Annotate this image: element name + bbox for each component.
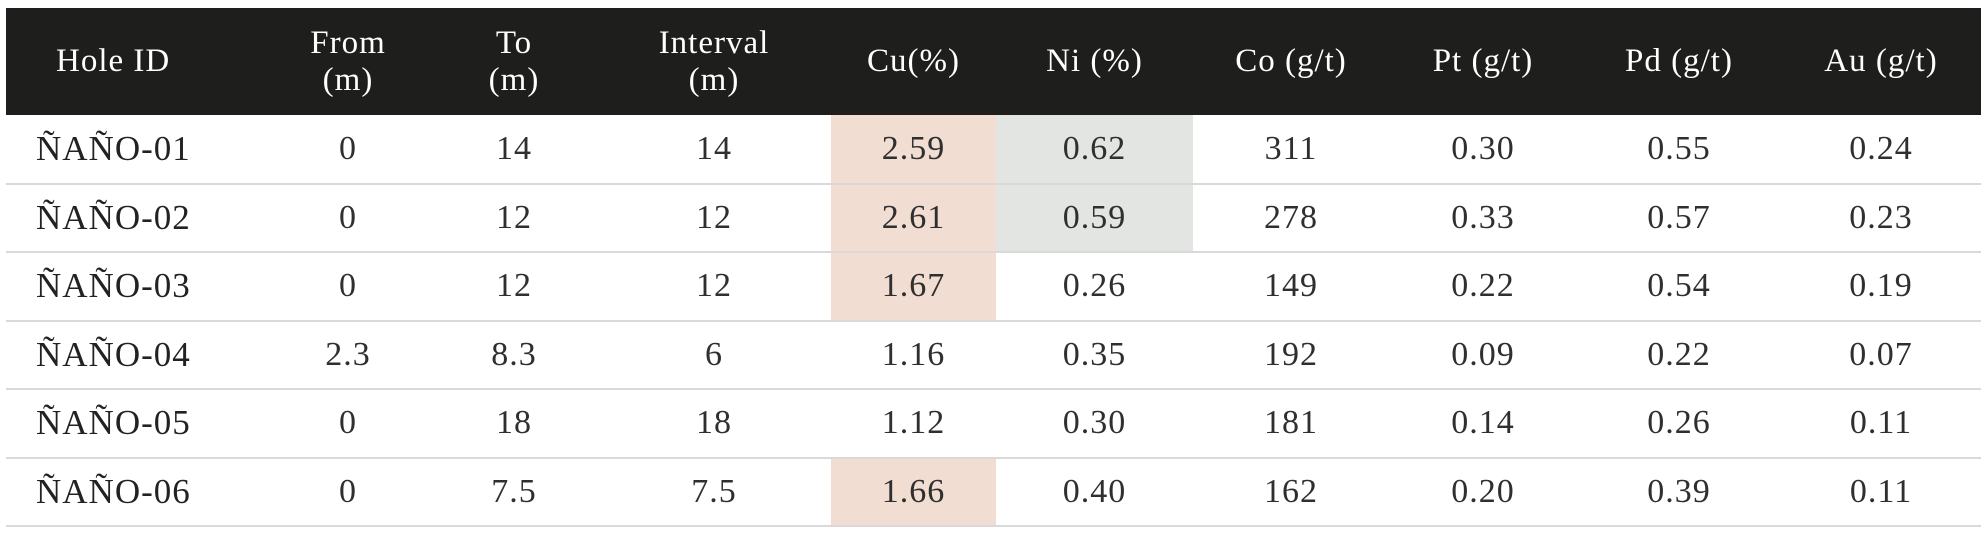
column-header-interval: Interval (m) xyxy=(597,8,831,115)
column-header-pt: Pt (g/t) xyxy=(1389,8,1577,115)
cell-pt: 0.33 xyxy=(1451,198,1515,236)
table-row: ÑAÑO-04 2.3 8.3 6 1.16 0.35 192 0.09 0.22 0.07 xyxy=(6,321,1981,389)
cell-ni: 0.40 xyxy=(1062,472,1127,510)
cell-co: 149 xyxy=(1264,267,1318,305)
cell-interval: 6 xyxy=(705,335,723,373)
cell-co: 162 xyxy=(1264,472,1318,510)
column-header-label: Co (g/t) xyxy=(1235,43,1347,79)
column-header-hole-id: Hole ID xyxy=(6,8,265,115)
cell-hole-id: ÑAÑO-01 xyxy=(36,128,191,168)
cell-cu: 2.59 xyxy=(831,115,996,184)
cell-interval: 7.5 xyxy=(691,472,737,510)
cell-hole-id: ÑAÑO-04 xyxy=(36,334,191,374)
assay-results-table-container: Hole ID From (m) To (m) Interval (m) Cu(%) Ni (%… xyxy=(6,8,1981,527)
cell-cu: 1.67 xyxy=(831,252,996,321)
cell-to: 14 xyxy=(496,129,532,167)
column-header-label: (m) xyxy=(322,61,374,98)
cell-ni: 0.59 xyxy=(996,183,1193,252)
cell-to: 18 xyxy=(496,404,532,442)
cell-pt: 0.30 xyxy=(1451,129,1515,167)
cell-co: 192 xyxy=(1264,335,1318,373)
cell-co: 278 xyxy=(1264,198,1318,236)
table-body: ÑAÑO-01 0 14 14 2.59 0.62 311 0.30 0.55 0.24 ÑAÑO-… xyxy=(6,115,1981,526)
cell-ni: 0.62 xyxy=(996,115,1193,184)
cell-au: 0.11 xyxy=(1849,404,1913,442)
cell-au: 0.07 xyxy=(1849,335,1913,373)
cell-interval: 18 xyxy=(696,404,732,442)
column-header-label: Cu(%) xyxy=(867,43,960,79)
table-row: ÑAÑO-01 0 14 14 2.59 0.62 311 0.30 0.55 0.24 xyxy=(6,115,1981,184)
cell-pt: 0.22 xyxy=(1451,267,1515,305)
cell-au: 0.11 xyxy=(1849,472,1913,510)
cell-pd: 0.26 xyxy=(1647,404,1711,442)
cell-from: 2.3 xyxy=(325,335,371,373)
cell-cu: 2.61 xyxy=(831,183,996,252)
table-header-row: Hole ID From (m) To (m) Interval (m) Cu(%) Ni (%… xyxy=(6,8,1981,115)
assay-results-table: Hole ID From (m) To (m) Interval (m) Cu(%) Ni (%… xyxy=(6,8,1981,527)
cell-ni: 0.35 xyxy=(1062,335,1127,373)
cell-cu: 1.12 xyxy=(881,404,946,442)
cell-pd: 0.54 xyxy=(1647,267,1711,305)
table-row: ÑAÑO-06 0 7.5 7.5 1.66 0.40 162 0.20 0.39 0.11 xyxy=(6,457,1981,526)
column-header-label: Au (g/t) xyxy=(1824,43,1938,79)
column-header-to: To (m) xyxy=(431,8,597,115)
cell-from: 0 xyxy=(339,404,357,442)
cell-to: 12 xyxy=(496,198,532,236)
column-header-label: To xyxy=(495,24,533,61)
cell-to: 8.3 xyxy=(491,335,537,373)
table-row: ÑAÑO-03 0 12 12 1.67 0.26 149 0.22 0.54 0.19 xyxy=(6,252,1981,321)
cell-au: 0.24 xyxy=(1849,129,1913,167)
cell-from: 0 xyxy=(339,198,357,236)
cell-ni: 0.30 xyxy=(1062,404,1127,442)
cell-au: 0.23 xyxy=(1849,198,1913,236)
cell-co: 181 xyxy=(1264,404,1318,442)
cell-to: 12 xyxy=(496,267,532,305)
column-header-from: From (m) xyxy=(265,8,431,115)
cell-cu: 1.16 xyxy=(881,335,946,373)
column-header-label: Ni (%) xyxy=(1046,43,1143,79)
column-header-au: Au (g/t) xyxy=(1781,8,1981,115)
cell-co: 311 xyxy=(1264,129,1318,167)
cell-from: 0 xyxy=(339,267,357,305)
column-header-label: From xyxy=(310,24,386,61)
cell-interval: 14 xyxy=(696,129,732,167)
column-header-label: Hole ID xyxy=(56,43,171,79)
cell-pd: 0.55 xyxy=(1647,129,1711,167)
cell-pd: 0.39 xyxy=(1647,472,1711,510)
cell-to: 7.5 xyxy=(491,472,537,510)
cell-hole-id: ÑAÑO-06 xyxy=(36,471,191,511)
column-header-co: Co (g/t) xyxy=(1193,8,1389,115)
cell-interval: 12 xyxy=(696,198,732,236)
cell-pd: 0.22 xyxy=(1647,335,1711,373)
cell-pt: 0.14 xyxy=(1451,404,1515,442)
cell-ni: 0.26 xyxy=(1062,267,1127,305)
cell-au: 0.19 xyxy=(1849,267,1913,305)
cell-hole-id: ÑAÑO-02 xyxy=(36,197,191,237)
cell-interval: 12 xyxy=(696,267,732,305)
cell-hole-id: ÑAÑO-05 xyxy=(36,403,191,443)
cell-hole-id: ÑAÑO-03 xyxy=(36,266,191,306)
cell-from: 0 xyxy=(339,129,357,167)
table-row: ÑAÑO-05 0 18 18 1.12 0.30 181 0.14 0.26 0.11 xyxy=(6,389,1981,458)
column-header-pd: Pd (g/t) xyxy=(1577,8,1781,115)
column-header-cu: Cu(%) xyxy=(831,8,996,115)
cell-pt: 0.09 xyxy=(1451,335,1515,373)
cell-cu: 1.66 xyxy=(831,457,996,526)
cell-from: 0 xyxy=(339,472,357,510)
column-header-label: Pd (g/t) xyxy=(1625,43,1733,79)
column-header-label: (m) xyxy=(688,61,740,98)
cell-pt: 0.20 xyxy=(1451,472,1515,510)
column-header-label: (m) xyxy=(488,61,540,98)
column-header-ni: Ni (%) xyxy=(996,8,1193,115)
column-header-label: Pt (g/t) xyxy=(1432,43,1534,79)
cell-pd: 0.57 xyxy=(1647,198,1711,236)
table-row: ÑAÑO-02 0 12 12 2.61 0.59 278 0.33 0.57 0.23 xyxy=(6,183,1981,252)
column-header-label: Interval xyxy=(658,24,770,61)
